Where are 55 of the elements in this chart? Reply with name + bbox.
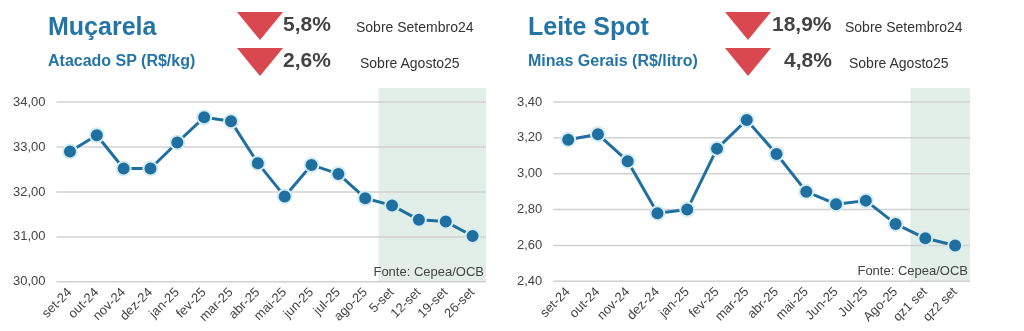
- point: [276, 188, 293, 205]
- y-tick-label: 32,00: [12, 183, 46, 199]
- point: [589, 126, 606, 143]
- point: [169, 134, 186, 151]
- point: [917, 230, 934, 247]
- y-tick-label: 2,40: [516, 272, 543, 288]
- point: [303, 156, 320, 173]
- point: [738, 111, 755, 128]
- point: [88, 127, 105, 144]
- point: [709, 140, 726, 157]
- point: [223, 113, 239, 130]
- text: Sobre Agosto25: [849, 55, 949, 71]
- point: [619, 153, 636, 170]
- text: 5,8%: [283, 12, 331, 36]
- y-tick-label: 2,60: [516, 237, 543, 253]
- point: [357, 190, 374, 207]
- point: [768, 146, 785, 163]
- annotation: Fonte: Cepea/OCB: [373, 263, 484, 279]
- y-tick-label: 30,00: [12, 273, 46, 289]
- point: [249, 155, 266, 172]
- point: [330, 165, 347, 182]
- point: [115, 160, 132, 177]
- point: [947, 237, 964, 254]
- point: [798, 183, 815, 200]
- point: [464, 227, 481, 244]
- point: [142, 160, 159, 177]
- point: [857, 192, 874, 209]
- chart-subtitle: Atacado SP (R$/kg): [48, 52, 196, 70]
- point: [61, 143, 78, 160]
- text: 4,8%: [784, 48, 832, 72]
- y-tick-label: 2,80: [516, 201, 543, 217]
- point: [384, 197, 401, 214]
- y-tick-label: 33,00: [12, 138, 46, 154]
- text: Sobre Setembro24: [845, 19, 963, 35]
- point: [828, 196, 845, 213]
- text: Sobre Agosto25: [360, 55, 460, 71]
- y-tick-label: 3,20: [516, 129, 543, 145]
- text: 2,6%: [283, 48, 331, 72]
- point: [196, 109, 213, 126]
- y-tick-label: 31,00: [12, 228, 46, 244]
- annotation: Fonte: Cepea/OCB: [857, 263, 968, 279]
- y-tick-label: 34,00: [12, 93, 46, 109]
- point: [649, 205, 666, 222]
- chart-subtitle: Minas Gerais (R$/litro): [528, 52, 698, 70]
- chart-title: Muçarela: [48, 12, 157, 41]
- point: [410, 211, 427, 228]
- chart-title: Leite Spot: [528, 12, 649, 41]
- y-tick-label: 3,40: [516, 93, 543, 109]
- y-tick-label: 3,00: [516, 165, 543, 181]
- text: 18,9%: [772, 12, 832, 36]
- point: [437, 213, 454, 230]
- text: Sobre Setembro24: [356, 19, 474, 35]
- point: [887, 215, 904, 232]
- point: [679, 201, 696, 218]
- point: [560, 131, 577, 148]
